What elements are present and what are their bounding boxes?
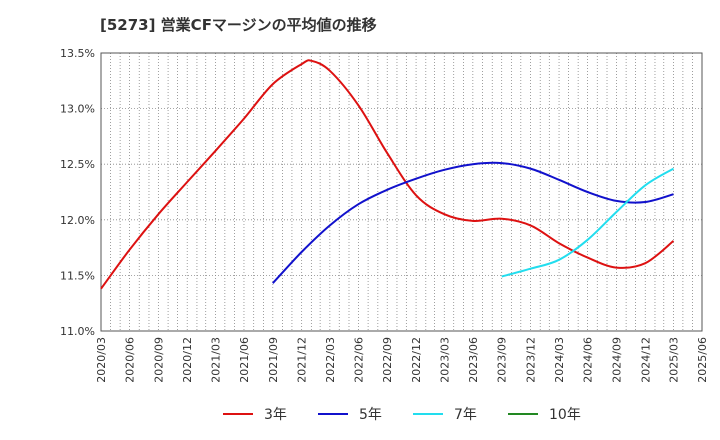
plot-frame xyxy=(100,52,703,332)
x-tick-label: 2020/03 xyxy=(95,337,108,383)
x-tick-label: 2022/06 xyxy=(352,337,365,383)
x-tick-label: 2020/09 xyxy=(152,337,165,383)
legend-label-1: 3年 xyxy=(264,407,287,423)
x-tick-label: 2021/12 xyxy=(296,337,309,383)
x-tick-label: 2022/12 xyxy=(410,337,423,383)
x-tick-label: 2021/06 xyxy=(238,337,251,383)
y-tick-label: 12.0% xyxy=(60,214,95,227)
x-tick-label: 2020/12 xyxy=(181,337,194,383)
x-tick-label: 2020/06 xyxy=(124,337,137,383)
x-tick-label: 2025/06 xyxy=(696,337,709,383)
x-tick-label: 2023/12 xyxy=(525,337,538,383)
x-tick-label: 2021/03 xyxy=(209,337,222,383)
y-tick-label: 13.0% xyxy=(60,103,95,116)
x-tick-label: 2022/09 xyxy=(381,337,394,383)
y-tick-label: 11.5% xyxy=(60,269,95,282)
y-tick-label: 11.0% xyxy=(60,325,95,338)
plot-area xyxy=(101,53,702,331)
x-tick-label: 2021/09 xyxy=(267,337,280,383)
y-tick-label: 13.5% xyxy=(60,47,95,60)
x-tick-label: 2025/03 xyxy=(667,337,680,383)
x-tick-label: 2023/09 xyxy=(496,337,509,383)
legend-label-3: 7年 xyxy=(454,407,477,423)
x-tick-label: 2024/03 xyxy=(553,337,566,383)
chart-title: [5273] 営業CFマージンの平均値の推移 xyxy=(100,16,377,34)
x-tick-label: 2024/09 xyxy=(610,337,623,383)
x-tick-label: 2024/06 xyxy=(582,337,595,383)
x-tick-label: 2024/12 xyxy=(639,337,652,383)
x-tick-label: 2023/06 xyxy=(467,337,480,383)
y-tick-label: 12.5% xyxy=(60,158,95,171)
legend-label-2: 5年 xyxy=(359,407,382,423)
x-tick-label: 2022/03 xyxy=(324,337,337,383)
series-line-2 xyxy=(272,161,674,284)
x-tick-label: 2023/03 xyxy=(438,337,451,383)
legend-label-4: 10年 xyxy=(549,407,581,423)
series-line-3 xyxy=(501,167,675,278)
